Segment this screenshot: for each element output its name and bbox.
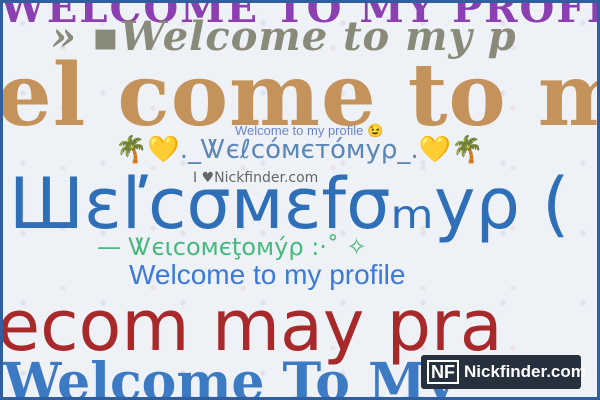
nickfinder-logo-badge: NF Nickfinder.com <box>421 355 586 389</box>
nickname-variant-red: ecom may pra <box>0 285 503 367</box>
nickfinder-logo-icon: NF <box>427 360 459 384</box>
nickname-variant-large-serif: el come to m <box>0 45 600 146</box>
nickname-variant-large-stylized: Шɛľcσмɛfσₘуρ ( <box>9 163 570 245</box>
nickname-variant-green: — Ꮤєιcoмєţoмýρ :·˚ ✧ <box>97 233 367 261</box>
nickname-variant-decorated: 🌴💛._Ꮤєℓcóмєтóмуρ_.💛🌴 <box>115 135 484 165</box>
nickname-variant-watermark: I ♥Nickfinder.com <box>193 170 319 186</box>
nickname-variant-bottom: Welcome To My <box>3 352 456 400</box>
nickname-variant-plain: Welcome to my profile <box>129 259 406 290</box>
nickname-variant-small: Welcome to my profile 😉 <box>235 123 384 138</box>
nickname-variant-italic: » ▪Welcome to my p <box>51 13 517 60</box>
nickname-variant-top: »WELCOME TO MY PROFILE« <box>0 0 597 32</box>
nickfinder-logo-text: Nickfinder.com <box>464 362 586 381</box>
